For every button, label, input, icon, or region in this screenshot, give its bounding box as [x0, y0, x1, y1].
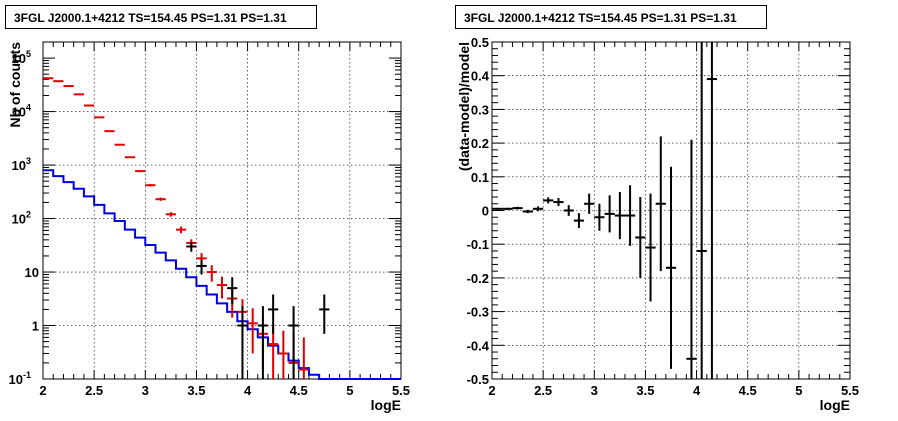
y-tick-label: -0.2	[467, 271, 489, 286]
x-axis-title: logE	[371, 397, 401, 413]
x-tick-label: 4.5	[739, 383, 757, 398]
x-tick-label: 3	[142, 383, 149, 398]
chart-title-right: 3FGL J2000.1+4212 TS=154.45 PS=1.31 PS=1…	[455, 5, 767, 29]
chart-title-left: 3FGL J2000.1+4212 TS=154.45 PS=1.31 PS=1…	[5, 5, 317, 29]
y-tick-label: 0.1	[471, 170, 489, 185]
y-tick-label: 104	[12, 103, 31, 120]
y-tick-label: 0.4	[471, 69, 490, 84]
model-histogram-line	[43, 169, 401, 380]
y-tick-label: 103	[12, 156, 31, 173]
plot-frame	[42, 41, 402, 380]
y-tick-label: 0.3	[471, 102, 489, 117]
x-tick-label: 3	[591, 383, 598, 398]
y-tick-label: -0.5	[467, 372, 489, 387]
y-tick-label: -0.1	[467, 237, 489, 252]
y-axis-title: Nb of counts	[7, 42, 23, 128]
x-tick-label: 5.5	[841, 383, 859, 398]
right-pad: 3FGL J2000.1+4212 TS=154.45 PS=1.31 PS=1…	[449, 0, 898, 421]
y-tick-label: -0.3	[467, 305, 489, 320]
y-tick-label: 10-1	[9, 370, 31, 387]
x-tick-label: 5.5	[392, 383, 410, 398]
y-tick-label: -0.4	[467, 338, 490, 353]
x-tick-label: 2	[39, 383, 46, 398]
y-tick-label: 1	[32, 319, 39, 334]
x-tick-label: 5	[346, 383, 353, 398]
x-tick-label: 4.5	[290, 383, 308, 398]
x-tick-label: 2.5	[85, 383, 103, 398]
y-axis-title: (data-model)/model	[456, 42, 472, 171]
y-tick-label: 105	[12, 49, 31, 66]
x-tick-label: 4	[244, 383, 252, 398]
y-tick-label: 10	[25, 265, 39, 280]
x-tick-label: 2	[488, 383, 495, 398]
y-tick-label: 0	[482, 204, 489, 219]
x-tick-label: 5	[795, 383, 802, 398]
x-tick-label: 4	[693, 383, 701, 398]
x-tick-label: 3.5	[187, 383, 205, 398]
x-axis-title: logE	[820, 397, 850, 413]
left-pad: 3FGL J2000.1+4212 TS=154.45 PS=1.31 PS=1…	[5, 5, 410, 413]
y-tick-label: 0.2	[471, 136, 489, 151]
y-tick-label: 102	[12, 210, 31, 227]
x-tick-label: 3.5	[636, 383, 654, 398]
x-tick-label: 2.5	[534, 383, 552, 398]
y-tick-label: 0.5	[471, 35, 489, 50]
